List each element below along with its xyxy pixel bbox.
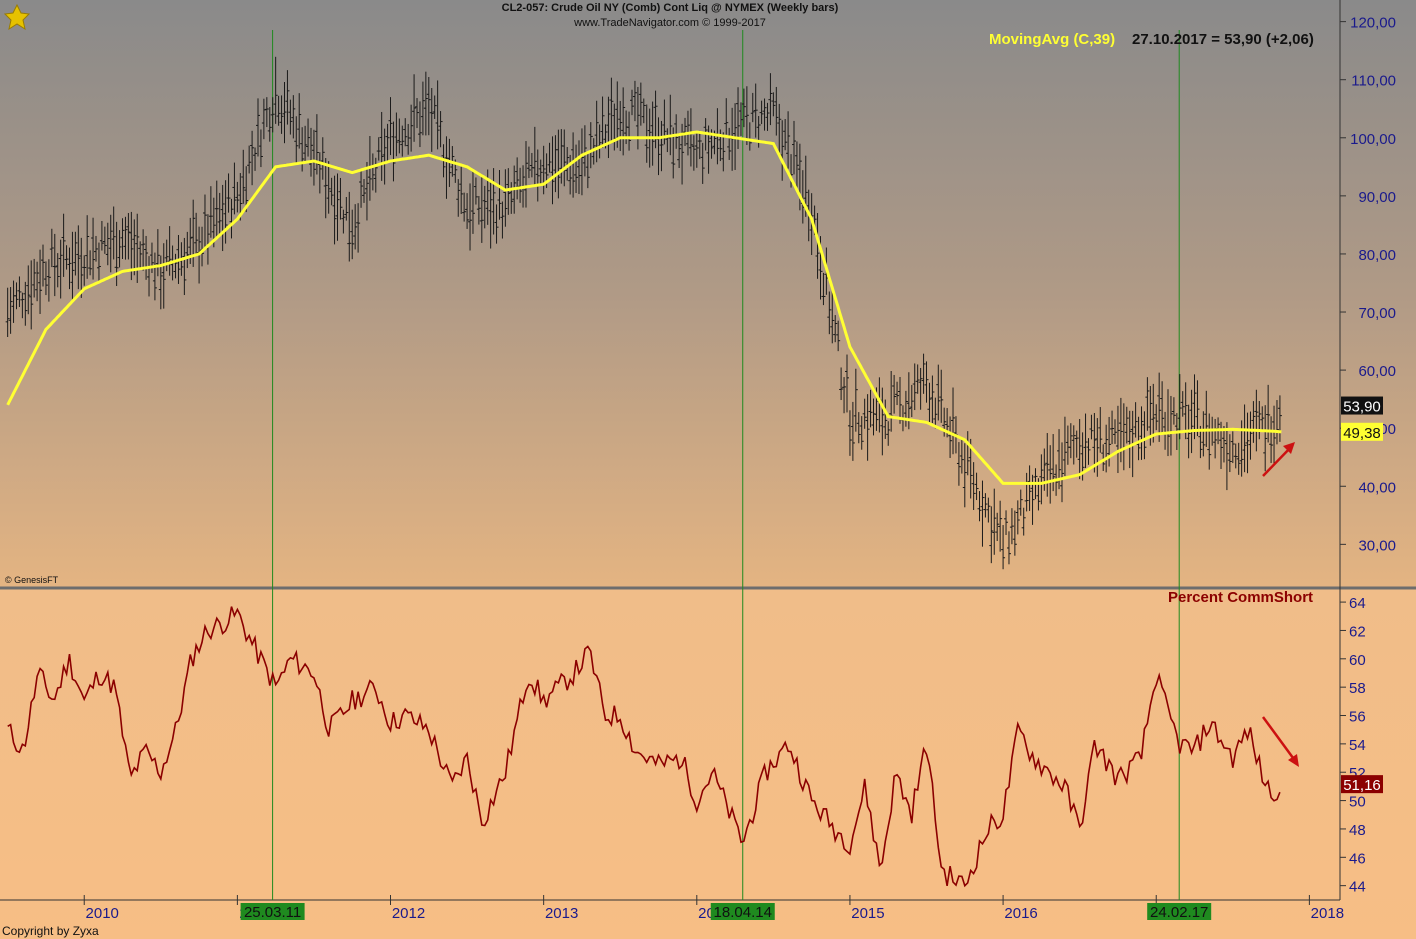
downtrend-arrowhead bbox=[1288, 754, 1299, 767]
marker-date-badge bbox=[1147, 903, 1212, 920]
lower-panel-background bbox=[0, 590, 1416, 939]
time-axis-label: 2016 bbox=[1004, 905, 1037, 922]
marker-date-badge bbox=[710, 903, 775, 920]
commshort-axis-label: 50 bbox=[1349, 794, 1366, 811]
time-axis-label: 2012 bbox=[392, 905, 425, 922]
time-axis-label: 2013 bbox=[545, 905, 578, 922]
marker-date-label: 25.03.11 bbox=[244, 904, 301, 921]
marker-date-badge bbox=[240, 903, 305, 920]
time-axis-label: 2018 bbox=[1311, 905, 1344, 922]
price-axis-label: 110,00 bbox=[1351, 73, 1396, 90]
genesis-logo-icon bbox=[4, 4, 30, 30]
chart-subtitle: www.TradeNavigator.com © 1999-2017 bbox=[574, 17, 766, 29]
time-axis-label: 2015 bbox=[851, 905, 884, 922]
price-axis-label: 70,00 bbox=[1358, 305, 1396, 322]
last-price-badge bbox=[1341, 396, 1383, 415]
price-axis-label: 120,00 bbox=[1350, 15, 1396, 32]
data-credit: © GenesisFT bbox=[5, 575, 59, 585]
downtrend-arrow bbox=[1261, 716, 1298, 763]
commshort-axis-label: 60 bbox=[1349, 652, 1366, 669]
percent-commshort-line bbox=[7, 606, 1281, 888]
price-axis-label: 60,00 bbox=[1358, 363, 1396, 380]
copyright-text: Copyright by Zyxa bbox=[2, 924, 99, 938]
percent-commshort-label: Percent CommShort bbox=[1168, 589, 1314, 606]
price-axis-label: 100,00 bbox=[1350, 131, 1396, 148]
marker-date-label: 24.02.17 bbox=[1150, 904, 1208, 921]
price-panel-background bbox=[0, 0, 1416, 587]
time-axis-label: 2010 bbox=[86, 905, 119, 922]
commshort-axis-label: 62 bbox=[1349, 623, 1366, 640]
commshort-axis-label: 46 bbox=[1349, 850, 1366, 867]
last-price-label: 53,90 bbox=[1343, 399, 1381, 416]
chart-title: CL2-057: Crude Oil NY (Comb) Cont Liq @ … bbox=[501, 2, 839, 14]
commshort-axis-label: 56 bbox=[1349, 709, 1366, 726]
commshort-axis-label: 54 bbox=[1349, 737, 1366, 754]
price-axis-label: 40,00 bbox=[1358, 479, 1396, 496]
commshort-axis-label: 44 bbox=[1349, 879, 1366, 896]
marker-date-label: 18.04.14 bbox=[714, 904, 772, 921]
last-ma-badge bbox=[1341, 422, 1383, 441]
moving-average-label: MovingAvg (C,39) bbox=[989, 31, 1116, 48]
price-axis-label: 90,00 bbox=[1358, 189, 1396, 206]
commshort-axis-label: 58 bbox=[1349, 680, 1366, 697]
moving-average-value: 27.10.2017 = 53,90 (+2,06) bbox=[1132, 31, 1314, 48]
moving-average-line bbox=[6, 130, 1282, 485]
price-axis-label: 80,00 bbox=[1358, 247, 1396, 264]
commshort-axis-label: 64 bbox=[1349, 595, 1366, 612]
last-commshort-badge bbox=[1341, 775, 1383, 794]
last-ma-label: 49,38 bbox=[1343, 425, 1381, 442]
last-commshort-label: 51,16 bbox=[1343, 777, 1381, 794]
uptrend-arrowhead bbox=[1283, 442, 1295, 454]
uptrend-arrow bbox=[1262, 445, 1293, 477]
price-axis-label: 30,00 bbox=[1358, 537, 1396, 554]
commshort-axis-label: 48 bbox=[1349, 822, 1366, 839]
